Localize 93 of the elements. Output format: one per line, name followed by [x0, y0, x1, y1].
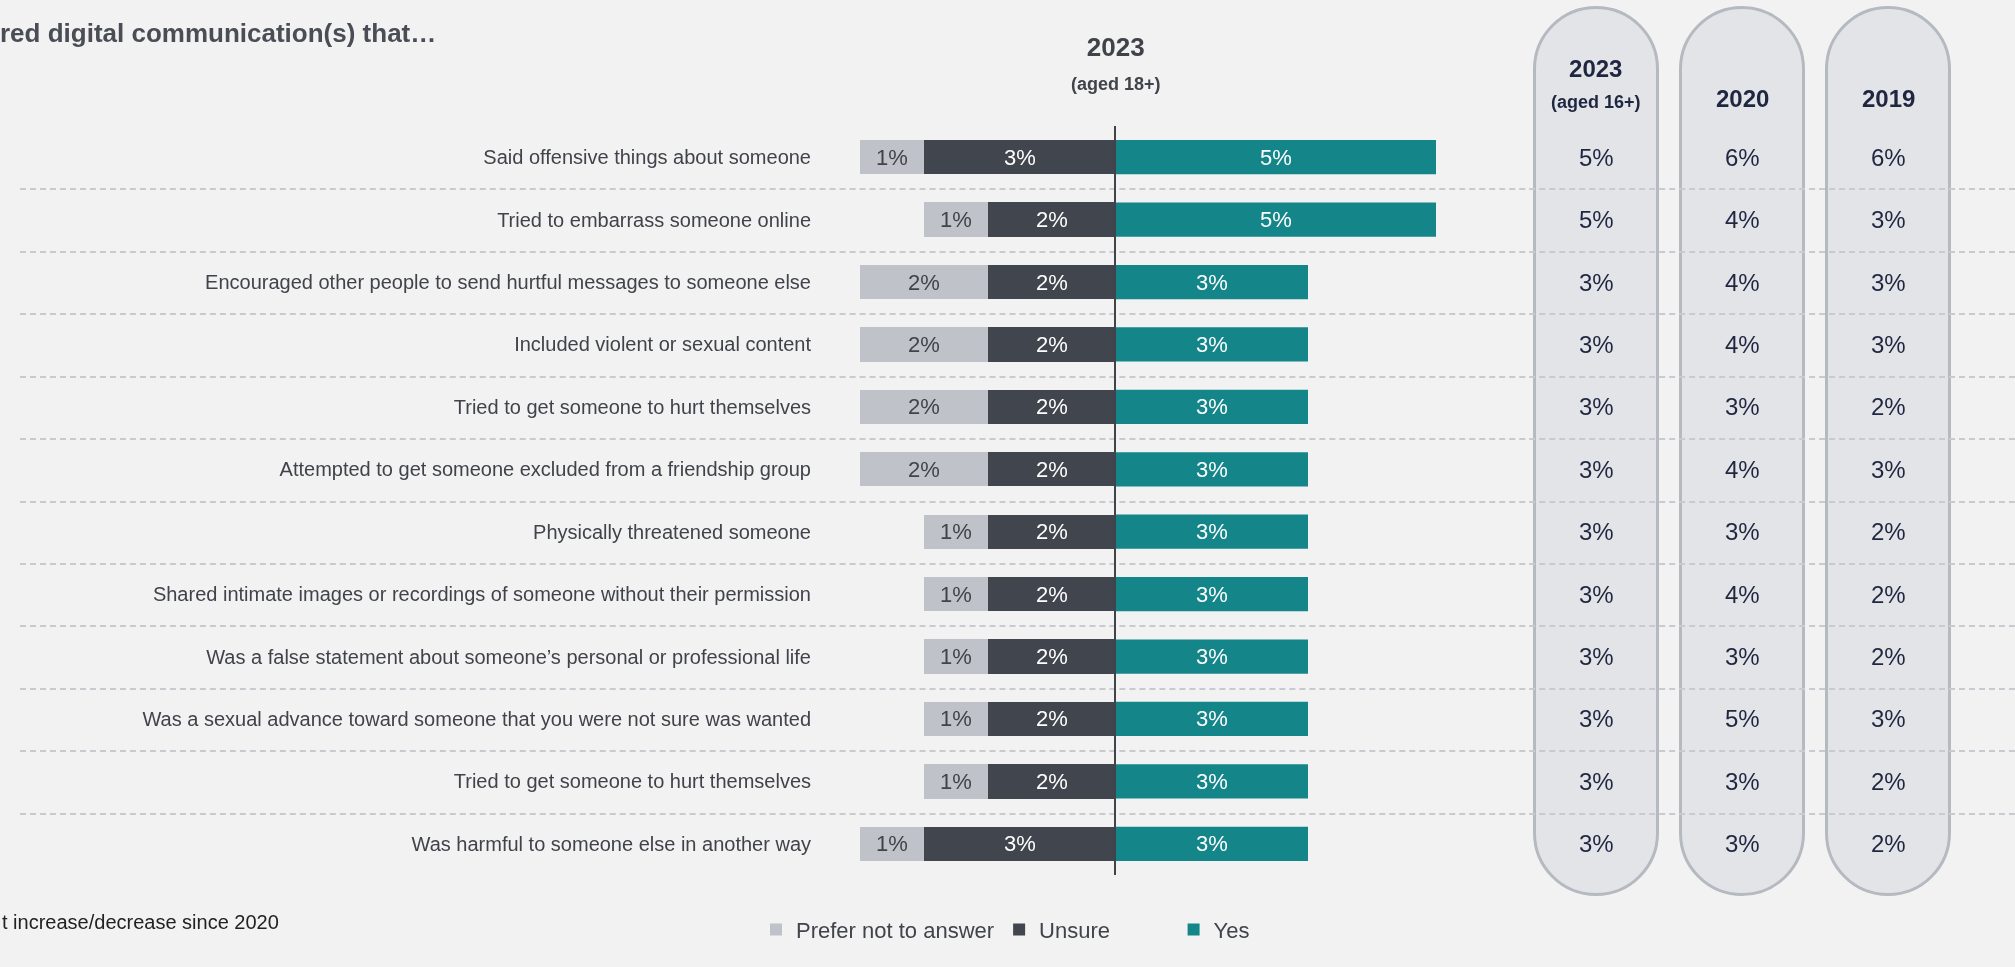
y-tick-label: Encouraged other people to send hurtful messages to someone else	[205, 271, 811, 294]
y-tick-label: Tried to get someone to hurt themselves	[453, 395, 811, 418]
data-label: 3%	[1871, 705, 1906, 732]
data-label: 1%	[876, 831, 908, 857]
data-label: 5%	[1579, 144, 1614, 171]
data-label: 5%	[1725, 705, 1760, 732]
data-label: 3%	[1196, 456, 1228, 482]
data-label: 3%	[1579, 705, 1614, 732]
data-label: 3%	[1871, 331, 1906, 358]
legend-label: Unsure	[1039, 918, 1111, 944]
data-label: 2%	[1871, 830, 1906, 857]
data-label: 3%	[1871, 456, 1906, 483]
y-tick-label: Was a false statement about someone’s personal or professional life	[206, 645, 811, 668]
legend-label: Yes	[1213, 918, 1250, 944]
data-label: 2%	[1036, 207, 1068, 233]
data-label: 1%	[940, 644, 972, 670]
y-tick-label: Tried to embarrass someone online	[497, 208, 811, 231]
data-label: 2%	[1036, 331, 1068, 357]
data-label: 5%	[1260, 207, 1292, 233]
data-label: 3%	[1196, 706, 1228, 732]
y-tick-label: Included violent or sexual content	[514, 333, 812, 356]
data-label: 3%	[1579, 768, 1614, 795]
data-label: 3%	[1196, 581, 1228, 607]
data-label: 3%	[1725, 830, 1760, 857]
data-label: 2%	[1036, 581, 1068, 607]
y-tick-label: Shared intimate images or recordings of someone without their permission	[152, 583, 811, 606]
data-label: 3%	[1196, 331, 1228, 357]
data-label: 3%	[1579, 393, 1614, 420]
data-label: 3%	[1004, 144, 1036, 170]
data-label: 3%	[1725, 393, 1760, 420]
text: t increase/decrease since 2020	[2, 911, 279, 933]
data-label: 3%	[1196, 768, 1228, 794]
data-label: 1%	[876, 144, 908, 170]
data-label: 4%	[1725, 331, 1760, 358]
data-label: 3%	[1196, 269, 1228, 295]
data-label: 5%	[1260, 144, 1292, 170]
x-tick-label: 2019	[1862, 85, 1916, 112]
data-label: 1%	[940, 581, 972, 607]
data-label: 2%	[1871, 643, 1906, 670]
data-label: 2%	[908, 394, 940, 420]
chart-subtitle: 2023 (aged 18+)	[1071, 32, 1161, 94]
data-label: 2%	[1871, 518, 1906, 545]
data-label: 4%	[1725, 269, 1760, 296]
data-label: 1%	[940, 207, 972, 233]
data-label: 2%	[908, 331, 940, 357]
data-label: 2%	[1871, 768, 1906, 795]
data-label: 3%	[1725, 643, 1760, 670]
data-label: 4%	[1725, 581, 1760, 608]
data-label: 3%	[1871, 206, 1906, 233]
y-tick-label: Tried to get someone to hurt themselves	[453, 770, 811, 793]
data-label: 3%	[1579, 269, 1614, 296]
data-label: 3%	[1579, 581, 1614, 608]
data-label: 2%	[1036, 269, 1068, 295]
data-label: 5%	[1579, 206, 1614, 233]
data-label: 2%	[908, 269, 940, 295]
data-label: 3%	[1196, 831, 1228, 857]
data-label: 3%	[1196, 394, 1228, 420]
data-label: 4%	[1725, 456, 1760, 483]
data-label: 3%	[1579, 518, 1614, 545]
data-label: 2%	[1036, 456, 1068, 482]
data-label: 2%	[1036, 768, 1068, 794]
text: red digital communication(s) that…	[0, 18, 437, 49]
data-label: 2%	[1036, 519, 1068, 545]
data-label: 2%	[1036, 706, 1068, 732]
x-tick-label: 2023 (aged 16+)	[1551, 55, 1641, 113]
x-tick-label: 2020	[1716, 85, 1770, 112]
y-tick-label: Physically threatened someone	[533, 520, 811, 543]
y-tick-label: Was a sexual advance toward someone that you were not sure was wanted	[142, 707, 811, 730]
data-label: 3%	[1004, 831, 1036, 857]
data-label: 3%	[1196, 644, 1228, 670]
data-label: 3%	[1871, 269, 1906, 296]
data-label: 2%	[1871, 581, 1906, 608]
data-label: 1%	[940, 768, 972, 794]
data-label: 2%	[1871, 393, 1906, 420]
data-label: 2%	[1036, 644, 1068, 670]
data-label: 3%	[1725, 768, 1760, 795]
data-label: 3%	[1579, 830, 1614, 857]
data-label: 3%	[1725, 518, 1760, 545]
data-label: 1%	[940, 519, 972, 545]
data-label: 3%	[1579, 643, 1614, 670]
y-tick-label: Was harmful to someone else in another way	[411, 832, 811, 855]
data-label: 3%	[1579, 331, 1614, 358]
data-label: 6%	[1725, 144, 1760, 171]
data-label: 2%	[1036, 394, 1068, 420]
data-label: 1%	[940, 706, 972, 732]
y-tick-label: Said offensive things about someone	[483, 146, 811, 169]
data-label: 6%	[1871, 144, 1906, 171]
data-label: 3%	[1196, 519, 1228, 545]
data-label: 4%	[1725, 206, 1760, 233]
y-tick-label: Attempted to get someone excluded from a friendship group	[279, 458, 811, 481]
data-label: 3%	[1579, 456, 1614, 483]
legend-label: Prefer not to answer	[796, 918, 995, 944]
data-label: 2%	[908, 456, 940, 482]
